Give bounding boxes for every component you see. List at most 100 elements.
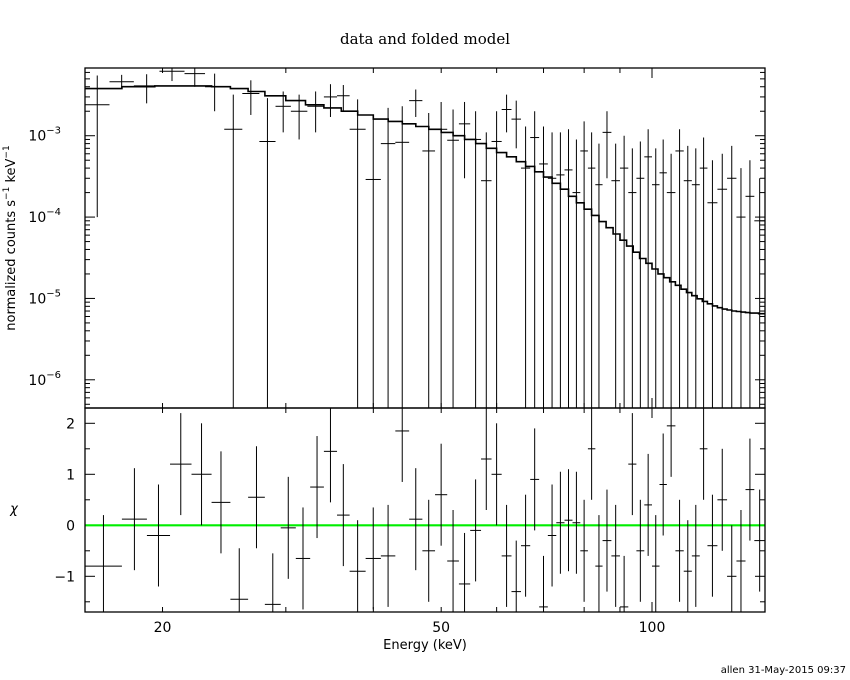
residual-point bbox=[727, 525, 737, 612]
data-point bbox=[365, 114, 381, 408]
data-point bbox=[572, 139, 581, 408]
residual-point bbox=[595, 515, 603, 612]
data-point bbox=[349, 99, 366, 408]
residual-point bbox=[619, 555, 629, 612]
data-point bbox=[85, 75, 110, 218]
residual-point bbox=[530, 428, 540, 531]
residual-point bbox=[666, 408, 676, 477]
data-point bbox=[539, 126, 548, 408]
data-point bbox=[380, 107, 396, 408]
residual-tick-label: 2 bbox=[66, 416, 75, 432]
data-point bbox=[481, 132, 492, 408]
data-point bbox=[564, 129, 573, 408]
data-point bbox=[736, 168, 746, 408]
residual-point bbox=[511, 540, 521, 612]
y-tick-base: 10 bbox=[28, 210, 46, 226]
data-point bbox=[745, 160, 755, 408]
residual-point bbox=[745, 438, 755, 541]
data-point bbox=[447, 109, 459, 408]
residual-tick-label: 1 bbox=[66, 467, 75, 483]
residual-point bbox=[717, 448, 728, 551]
data-point bbox=[530, 111, 540, 408]
x-axis-ticks: 20 50 100 bbox=[154, 68, 665, 636]
data-point bbox=[501, 94, 512, 133]
y-tick-exponent: −6 bbox=[46, 370, 61, 381]
data-point bbox=[651, 148, 660, 408]
residual-point bbox=[564, 469, 573, 572]
data-point bbox=[636, 141, 645, 408]
data-point bbox=[290, 94, 308, 140]
residual-point bbox=[651, 515, 660, 612]
residual-point bbox=[611, 504, 620, 607]
y-tick-base: 10 bbox=[28, 129, 46, 145]
data-points bbox=[85, 68, 765, 408]
residual-point bbox=[337, 464, 350, 567]
residual-point bbox=[230, 548, 249, 612]
data-point bbox=[602, 111, 612, 179]
residual-point bbox=[435, 443, 448, 546]
residual-point bbox=[675, 499, 684, 602]
residual-point bbox=[458, 532, 471, 612]
data-point bbox=[395, 106, 410, 408]
residual-point bbox=[707, 494, 718, 597]
residual-point bbox=[146, 484, 171, 587]
data-point bbox=[611, 143, 620, 408]
residual-point bbox=[628, 413, 637, 516]
data-point bbox=[717, 153, 728, 408]
residual-tick-label: −1 bbox=[54, 569, 75, 585]
residual-point bbox=[295, 507, 311, 610]
data-point bbox=[595, 143, 603, 408]
residual-point bbox=[547, 484, 557, 587]
residual-point bbox=[121, 468, 147, 571]
residual-point bbox=[248, 446, 265, 549]
main-y-ticks: 10−310−410−510−6 bbox=[28, 71, 765, 405]
spectrum-panel: 10−310−410−510−6 normalized counts s−1 k… bbox=[2, 67, 766, 409]
data-point bbox=[580, 121, 588, 408]
y-tick-base: 10 bbox=[28, 373, 46, 389]
y-tick-label: 10−5 bbox=[28, 288, 61, 307]
residual-point bbox=[602, 489, 612, 592]
residual-point bbox=[636, 499, 645, 602]
data-point bbox=[675, 129, 684, 408]
data-point bbox=[307, 91, 324, 133]
data-point bbox=[491, 111, 502, 408]
y-tick-label: 10−4 bbox=[28, 207, 61, 226]
residual-point bbox=[380, 504, 396, 607]
residual-point bbox=[501, 504, 512, 607]
residual-point bbox=[85, 515, 122, 612]
residual-point bbox=[580, 499, 588, 602]
chart-title: data and folded model bbox=[340, 30, 510, 48]
y-tick-exponent: −3 bbox=[46, 126, 61, 137]
data-point bbox=[520, 126, 531, 408]
residual-point bbox=[491, 423, 502, 526]
data-point bbox=[133, 74, 160, 104]
residual-point bbox=[587, 408, 596, 500]
residual-point bbox=[754, 489, 765, 592]
residual-panel: 210−1 20 50 100 χ Energy (keV) bbox=[9, 68, 766, 653]
data-point bbox=[644, 129, 652, 408]
data-point bbox=[409, 89, 423, 117]
residual-point bbox=[470, 479, 482, 582]
residual-panel-frame bbox=[84, 407, 766, 613]
data-point bbox=[242, 80, 260, 115]
data-point bbox=[628, 148, 637, 408]
data-point bbox=[619, 135, 629, 408]
data-point bbox=[184, 68, 206, 87]
spectrum-y-label: normalized counts s−1 keV−1 bbox=[2, 145, 19, 330]
folded-model-line bbox=[85, 85, 765, 315]
residual-point bbox=[395, 408, 410, 482]
residual-point bbox=[191, 423, 212, 526]
residual-point bbox=[323, 408, 338, 503]
data-point bbox=[224, 94, 243, 408]
residual-point bbox=[659, 433, 667, 536]
data-point bbox=[547, 132, 557, 408]
data-point bbox=[159, 68, 185, 82]
data-point bbox=[587, 132, 596, 408]
residual-point bbox=[422, 499, 436, 602]
data-point bbox=[323, 84, 338, 117]
residual-y-label: χ bbox=[9, 502, 19, 517]
data-point bbox=[707, 160, 718, 408]
residual-point bbox=[539, 555, 548, 612]
residual-point bbox=[520, 494, 531, 597]
